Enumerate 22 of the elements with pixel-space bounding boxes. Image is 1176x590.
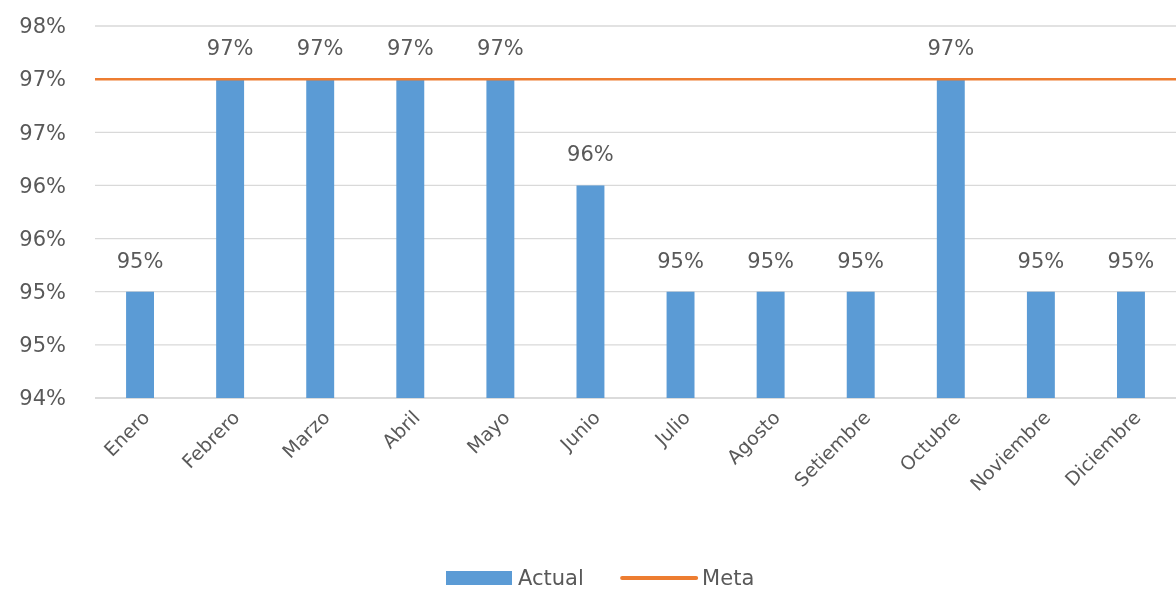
data-label: 97%: [477, 36, 524, 61]
data-label: 95%: [116, 248, 164, 273]
data-label: 95%: [657, 248, 704, 273]
y-tick-label: 94%: [19, 386, 66, 411]
y-tick-label: 97%: [19, 120, 66, 145]
data-label: 97%: [386, 36, 434, 61]
data-label: 97%: [296, 36, 344, 61]
data-label: 97%: [927, 36, 975, 61]
y-tick-label: 95%: [19, 280, 66, 305]
data-label: 95%: [837, 248, 885, 273]
y-tick-label: 95%: [19, 333, 66, 358]
data-label: 95%: [747, 248, 794, 273]
legend-label: Actual: [518, 566, 584, 590]
data-label: 95%: [1107, 248, 1155, 273]
data-label: 97%: [206, 36, 254, 61]
y-tick-label: 96%: [19, 226, 66, 251]
data-label: 95%: [1017, 248, 1065, 273]
legend-label: Meta: [702, 566, 755, 590]
y-tick-label: 96%: [19, 173, 66, 198]
data-label: 96%: [567, 142, 614, 167]
y-tick-label: 98%: [19, 14, 66, 39]
y-tick-label: 97%: [19, 67, 66, 92]
